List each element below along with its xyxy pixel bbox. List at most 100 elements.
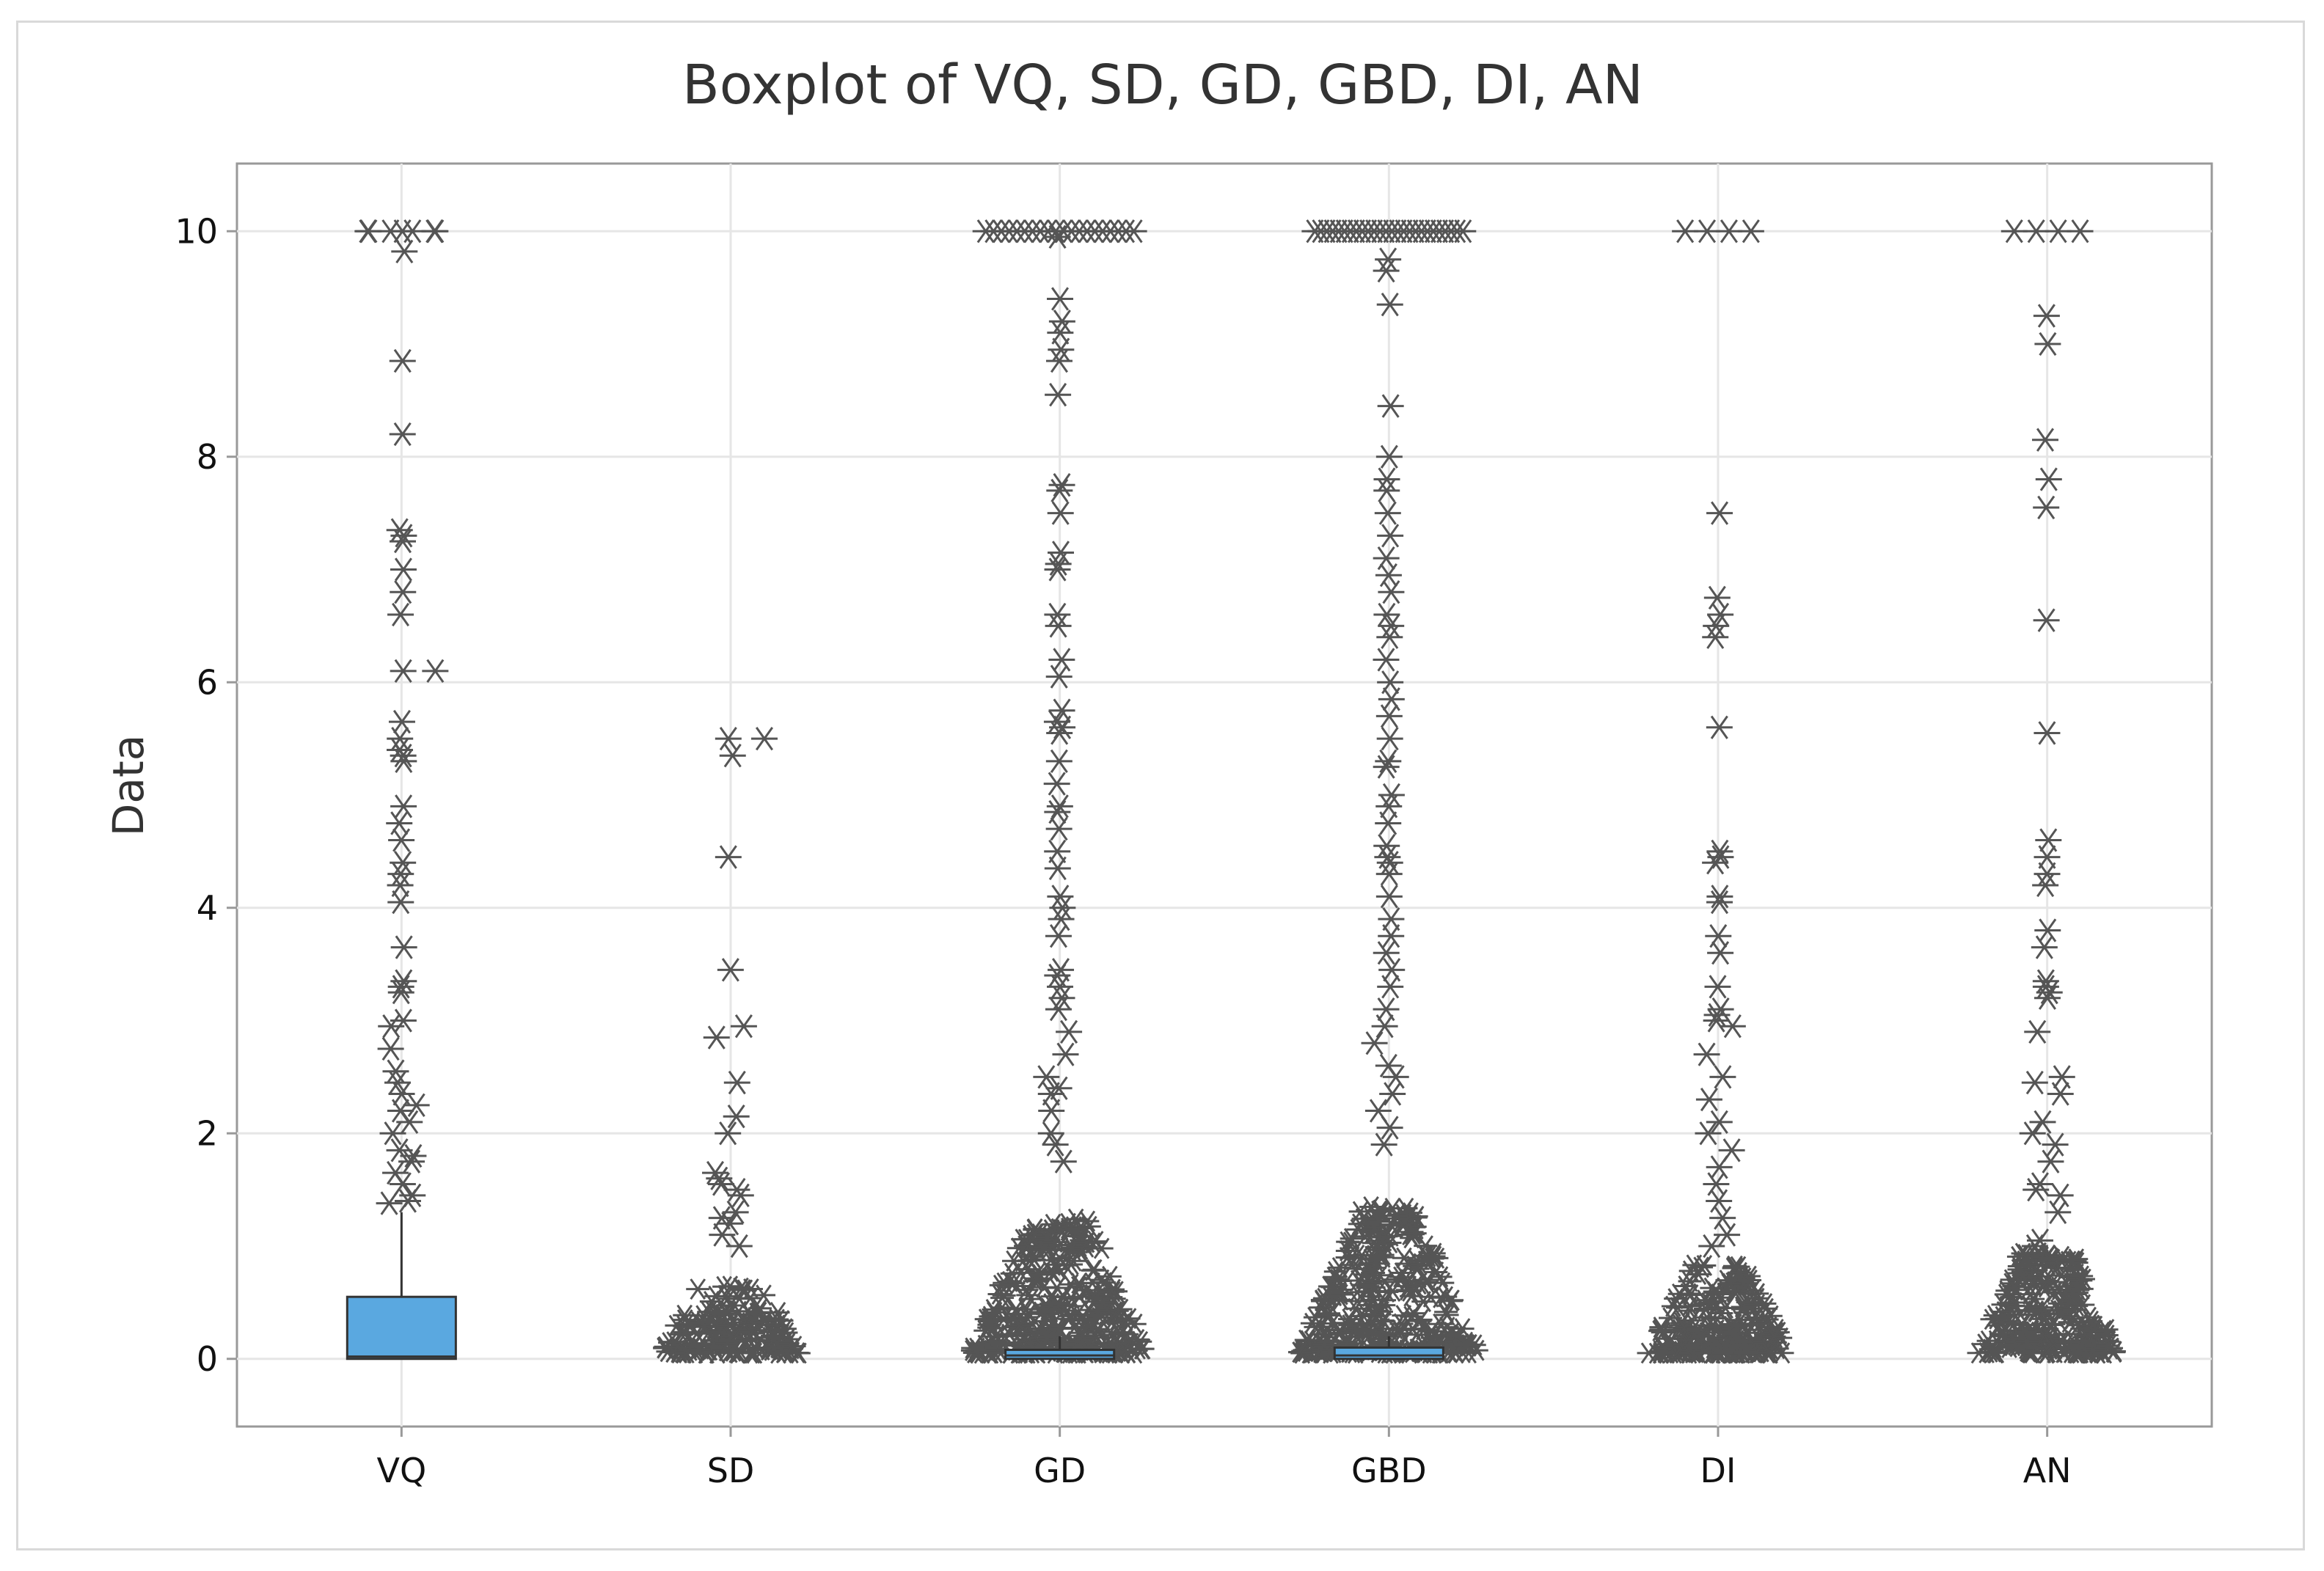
- outlier-point: [772, 1318, 797, 1340]
- outlier-point: [2033, 495, 2060, 520]
- series-an: [1967, 219, 2126, 1364]
- outlier-point: [1035, 1226, 1059, 1248]
- outlier-point: [1428, 1313, 1452, 1335]
- outlier-point: [1686, 1318, 1710, 1340]
- outlier-point: [1376, 1116, 1403, 1140]
- outlier-point: [1706, 885, 1733, 909]
- outlier-point: [1687, 1264, 1711, 1285]
- outlier-point: [1706, 715, 1733, 739]
- outlier-point: [2034, 1342, 2058, 1364]
- outlier-point: [1050, 1149, 1077, 1173]
- outlier-point: [1444, 1342, 1468, 1364]
- x-tick-label: GBD: [1351, 1451, 1427, 1490]
- outlier-point: [1044, 602, 1071, 627]
- outlier-point: [1373, 834, 1400, 858]
- outlier-point: [1056, 1300, 1080, 1322]
- outlier-point: [1704, 975, 1731, 999]
- outlier-point: [1645, 1342, 1669, 1364]
- outlier-point: [1095, 1327, 1119, 1349]
- outlier-point: [1373, 602, 1400, 627]
- outlier-point: [1379, 1082, 1406, 1106]
- outlier-point: [1046, 794, 1073, 819]
- outlier-point: [703, 1025, 730, 1050]
- x-tick-label: SD: [707, 1451, 755, 1490]
- outlier-point: [1312, 1333, 1337, 1355]
- outlier-point: [1056, 1220, 1081, 1242]
- outlier-point: [1038, 1099, 1065, 1123]
- x-tick-label: GD: [1034, 1451, 1086, 1490]
- outlier-point: [421, 219, 448, 243]
- outlier-point: [723, 1070, 750, 1095]
- outlier-point: [2041, 1271, 2065, 1293]
- outlier-point: [379, 1121, 406, 1146]
- outlier-point: [378, 1014, 405, 1039]
- outlier-point: [719, 744, 746, 768]
- outlier-point: [1758, 1305, 1783, 1327]
- outlier-point: [2018, 1276, 2042, 1298]
- outlier-point: [2022, 1177, 2050, 1202]
- series-gbd: [1287, 219, 1488, 1364]
- outlier-point: [390, 935, 417, 959]
- outlier-point: [2068, 1331, 2092, 1353]
- y-tick-label: 8: [197, 437, 218, 477]
- outlier-point: [1415, 1269, 1439, 1291]
- outlier-point: [2019, 1121, 2046, 1146]
- outlier-point: [706, 1166, 733, 1190]
- outlier-point: [1074, 1310, 1098, 1331]
- outlier-point: [2061, 1283, 2085, 1305]
- outlier-point: [1709, 1206, 1736, 1230]
- outlier-point: [1728, 1261, 1752, 1283]
- outlier-point: [1047, 287, 1074, 311]
- outlier-point: [390, 744, 417, 768]
- outlier-point: [1047, 501, 1074, 525]
- outlier-point: [1453, 1333, 1477, 1355]
- box-gd: [1004, 1348, 1116, 1361]
- outlier-point: [1400, 1285, 1424, 1307]
- plot-area: [235, 162, 2213, 1428]
- outlier-point: [1425, 1247, 1449, 1269]
- outlier-point: [1343, 1297, 1367, 1319]
- outlier-point: [1392, 1247, 1416, 1269]
- outlier-point: [387, 975, 414, 999]
- outlier-point: [1362, 1217, 1386, 1239]
- outlier-point: [1023, 1270, 1047, 1292]
- outlier-point: [1374, 501, 1401, 525]
- outlier-point: [390, 580, 417, 604]
- outlier-point: [708, 1172, 735, 1196]
- outlier-point: [1422, 1245, 1446, 1267]
- outlier-point: [1091, 1292, 1115, 1314]
- outlier-point: [1351, 1208, 1375, 1230]
- outlier-point: [728, 1277, 753, 1299]
- outlier-point: [1126, 1338, 1150, 1360]
- outlier-point: [2034, 918, 2061, 942]
- outlier-point: [1382, 1065, 1409, 1089]
- outlier-point: [2017, 1329, 2042, 1351]
- outlier-point: [1665, 1342, 1689, 1364]
- outlier-point: [2029, 1110, 2056, 1135]
- outlier-point: [390, 524, 417, 548]
- outlier-point: [2079, 1310, 2103, 1332]
- outlier-point: [1318, 1285, 1342, 1307]
- outlier-point: [2069, 1270, 2093, 1292]
- outlier-point: [1044, 557, 1071, 582]
- outlier-point: [1703, 1008, 1730, 1033]
- outlier-point: [387, 602, 414, 627]
- outlier-point: [1719, 1014, 1746, 1039]
- outlier-point: [2035, 467, 2062, 491]
- outlier-point: [1097, 1265, 1122, 1287]
- outlier-point: [1709, 1065, 1736, 1089]
- chart-frame: Boxplot of VQ, SD, GD, GBD, DI, AN Data …: [16, 21, 2305, 1550]
- outlier-point: [1707, 602, 1734, 627]
- outlier-point: [1378, 924, 1405, 948]
- outlier-point: [1376, 851, 1403, 875]
- outlier-point: [387, 862, 414, 886]
- outlier-point: [2096, 1335, 2120, 1357]
- chart-title: Boxplot of VQ, SD, GD, GBD, DI, AN: [682, 54, 1643, 117]
- outlier-point: [1702, 851, 1729, 875]
- outlier-point: [387, 726, 414, 751]
- outlier-point: [2033, 608, 2060, 632]
- outlier-point: [961, 1337, 985, 1359]
- outlier-point: [1005, 1303, 1029, 1325]
- outlier-point: [2042, 1132, 2069, 1157]
- outlier-point: [751, 726, 778, 751]
